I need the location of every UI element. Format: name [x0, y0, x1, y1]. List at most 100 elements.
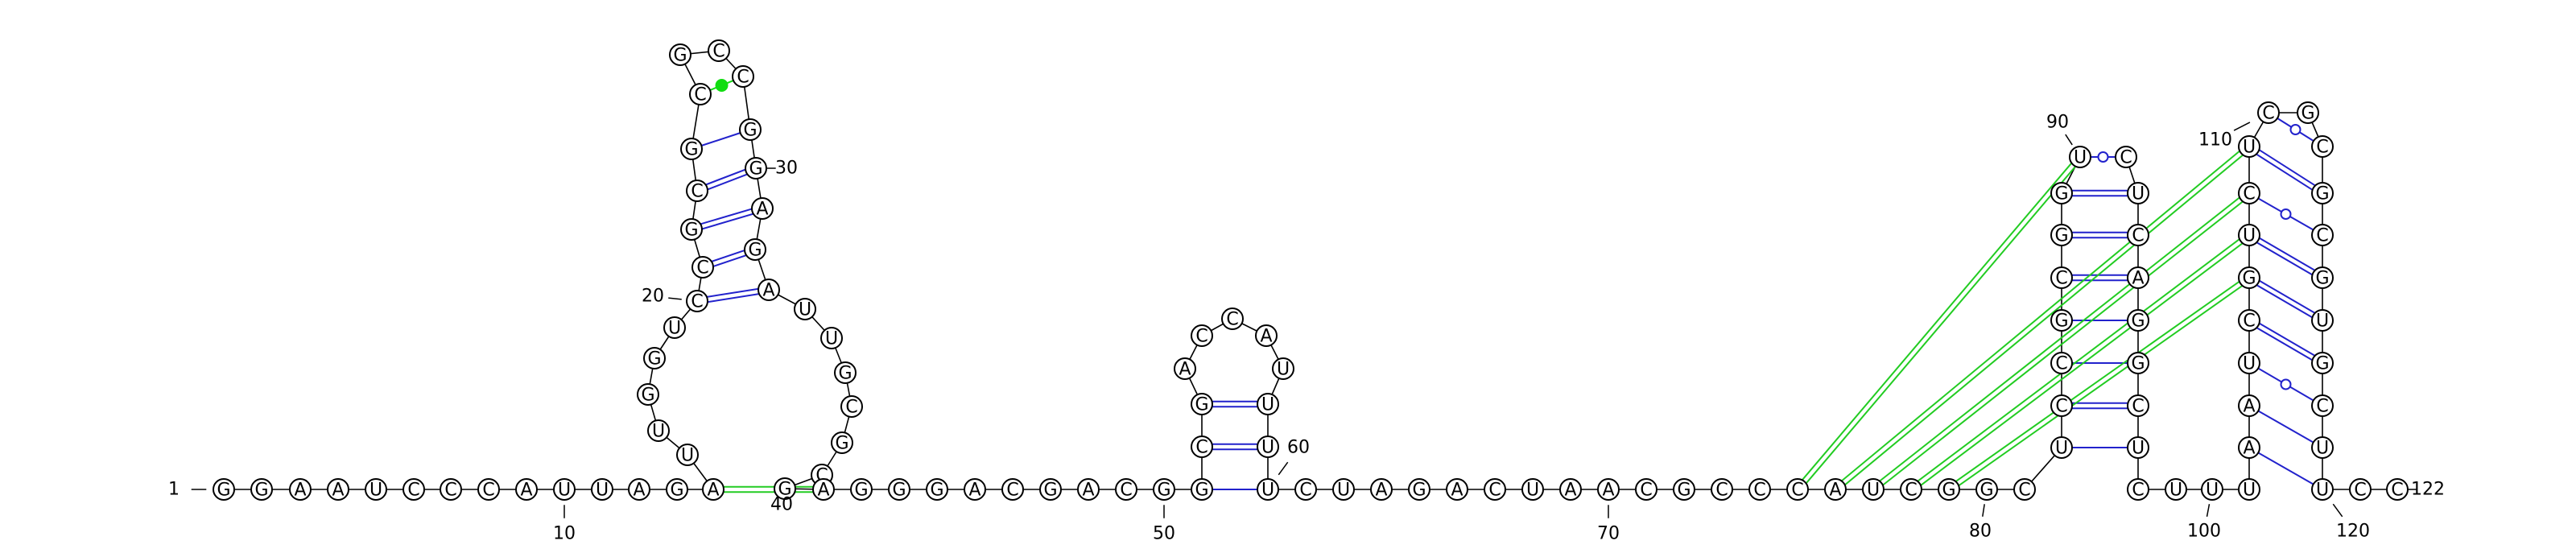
nucleotide-letter: U [2055, 439, 2068, 459]
nucleotide-circle [691, 256, 714, 279]
nucleotide-circle [1191, 393, 1213, 415]
nucleotide-letter: U [652, 422, 665, 442]
nucleotide-letter: G [1942, 481, 1955, 501]
nucleotide-102: A [2238, 436, 2260, 459]
nucleotide-letter: A [633, 481, 645, 501]
nucleotide-106: G [2238, 266, 2260, 289]
nucleotide-circle [1711, 478, 1733, 501]
position-tick [2332, 503, 2343, 518]
nucleotide-circle [2201, 478, 2223, 501]
nucleotide-letter: G [748, 241, 762, 261]
nucleotide-circle [2127, 224, 2149, 246]
nucleotide-letter: C [2055, 269, 2067, 289]
nucleotide-letter: A [968, 481, 980, 501]
nucleotide-109: U [2238, 135, 2260, 158]
nucleotide-85: G [2050, 309, 2073, 332]
nucleotide-10: U [553, 478, 576, 501]
nucleotide-38: G [831, 431, 853, 454]
nucleotide-letter: A [1179, 360, 1191, 380]
nucleotide-83: C [2050, 394, 2073, 417]
nucleotide-2: G [250, 478, 273, 501]
nucleotide-circle [926, 478, 948, 501]
nucleotide-116: U [2311, 309, 2334, 332]
nucleotide-circle [2238, 478, 2260, 501]
canonical-pair [2248, 405, 2323, 448]
nucleotide-circle [2238, 352, 2260, 374]
nucleotide-letter: A [1260, 327, 1272, 347]
nucleotide-59: U [1257, 393, 1279, 415]
nucleotide-letter: U [1261, 481, 1274, 501]
nucleotide-circle [2013, 478, 2036, 501]
nucleotide-circle [1597, 478, 1620, 501]
nucleotide-circle [1257, 478, 1279, 501]
nucleotide-23: C [686, 180, 708, 202]
nucleotide-circle [745, 157, 767, 180]
nucleotide-letter: C [2055, 354, 2067, 374]
nucleotide-letter: C [1905, 481, 1917, 501]
nucleotide-letter: C [2316, 138, 2328, 158]
nucleotide-circle [820, 327, 843, 349]
nucleotide-letter: A [1564, 481, 1576, 501]
nucleotide-circle [2127, 182, 2149, 204]
canonical-pair [2250, 143, 2325, 192]
pseudoknot-pair [1909, 232, 2248, 489]
nucleotide-letter: U [1261, 395, 1274, 415]
nucleotide-circle [702, 478, 724, 501]
nucleotide-letter: U [1867, 481, 1880, 501]
nucleotide-28: C [732, 65, 754, 88]
nucleotide-87: G [2050, 224, 2073, 246]
nucleotide-letter: G [2054, 312, 2068, 332]
nucleotide-91: U [2127, 182, 2149, 204]
nucleotide-101: U [2238, 478, 2260, 501]
nucleotide-circle [669, 43, 691, 66]
nucleotide-72: G [1673, 478, 1695, 501]
position-label-30: 30 [775, 159, 798, 179]
nucleotide-letter: C [2243, 312, 2255, 332]
nucleotide-letter: U [2243, 226, 2256, 246]
nucleotide-circle [515, 478, 538, 501]
position-label-120: 120 [2336, 522, 2370, 542]
nucleotide-42: G [850, 478, 873, 501]
nucleotide-77: U [1862, 478, 1885, 501]
nucleotide-letter: U [369, 481, 382, 501]
position-tick [1278, 461, 1289, 476]
nucleotide-circle [637, 383, 659, 406]
nucleotide-circle [2311, 436, 2334, 459]
nucleotide-circle [2311, 135, 2334, 158]
nucleotide-letter: G [2054, 226, 2068, 246]
nucleotide-8: C [477, 478, 500, 501]
nucleotide-52: C [1191, 435, 1213, 458]
nucleotide-circle [2311, 309, 2334, 332]
nucleotide-letter: G [684, 140, 698, 160]
nucleotide-circle [751, 197, 774, 220]
nucleotide-circle [440, 478, 462, 501]
nucleotide-letter: G [835, 434, 848, 454]
nucleotide-letter: C [482, 481, 494, 501]
nucleotide-circle [1174, 357, 1196, 380]
nucleotide-118: C [2311, 394, 2334, 417]
base-pair-links [690, 76, 2325, 493]
nucleotide-letter: U [1337, 481, 1350, 501]
nucleotide-105: C [2238, 309, 2260, 332]
nucleotide-letter: C [2055, 397, 2067, 417]
nucleotide-circle [1370, 478, 1393, 501]
nucleotide-114: C [2311, 224, 2334, 246]
nucleotide-circle [831, 431, 853, 454]
canonical-pair [2247, 321, 2322, 366]
nucleotide-98: C [2127, 478, 2149, 501]
nucleotide-circle [2238, 436, 2260, 459]
nucleotide-letter: C [691, 292, 703, 312]
nucleotide-80: G [1975, 478, 1998, 501]
nucleotide-circle [2238, 394, 2260, 417]
nucleotide-letter: C [2354, 481, 2366, 501]
nucleotide-104: U [2238, 352, 2260, 374]
nucleotide-circle [2238, 224, 2260, 246]
nucleotide-122: C [2386, 478, 2409, 501]
nucleotide-letter: A [294, 481, 306, 501]
nucleotide-letter: G [2315, 184, 2329, 204]
nucleotide-circle [1975, 478, 1998, 501]
nucleotide-letter: C [696, 258, 708, 279]
nucleotide-circle [732, 65, 754, 88]
nucleotide-37: C [840, 395, 863, 418]
nucleotide-113: G [2311, 182, 2334, 204]
